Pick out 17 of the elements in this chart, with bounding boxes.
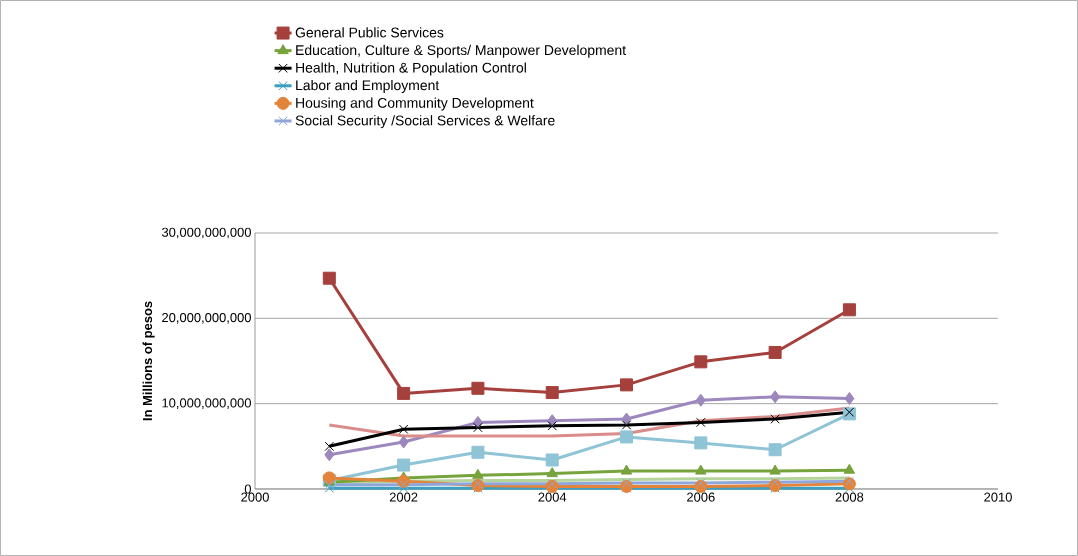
y-tick-label: 30,000,000,000 <box>161 227 251 239</box>
y-axis-title: In Millions of pesos <box>142 301 155 421</box>
x-tick-label: 2008 <box>835 492 864 502</box>
legend-label: Housing and Community Development <box>296 97 534 111</box>
y-tick-label: 10,000,000,000 <box>162 398 251 409</box>
y-tick-label: 0 <box>244 484 251 494</box>
legend-label: Labor and Employment <box>296 79 440 93</box>
x-tick-label: 2002 <box>389 492 418 502</box>
x-tick-label: 2004 <box>538 492 567 502</box>
y-tick-label: 20,000,000,000 <box>162 312 251 324</box>
x-tick-label: 2006 <box>687 492 715 502</box>
legend-label: General Public Services <box>295 27 444 38</box>
legend-label: Social Security /Social Services & Welfare <box>295 115 555 129</box>
legend-label: Education, Culture & Sports/ Manpower Development <box>296 44 626 58</box>
x-tick-label: 2010 <box>984 492 1012 502</box>
legend-label: Health, Nutrition & Population Control <box>296 62 526 76</box>
x-tick-label: 2000 <box>241 492 269 502</box>
